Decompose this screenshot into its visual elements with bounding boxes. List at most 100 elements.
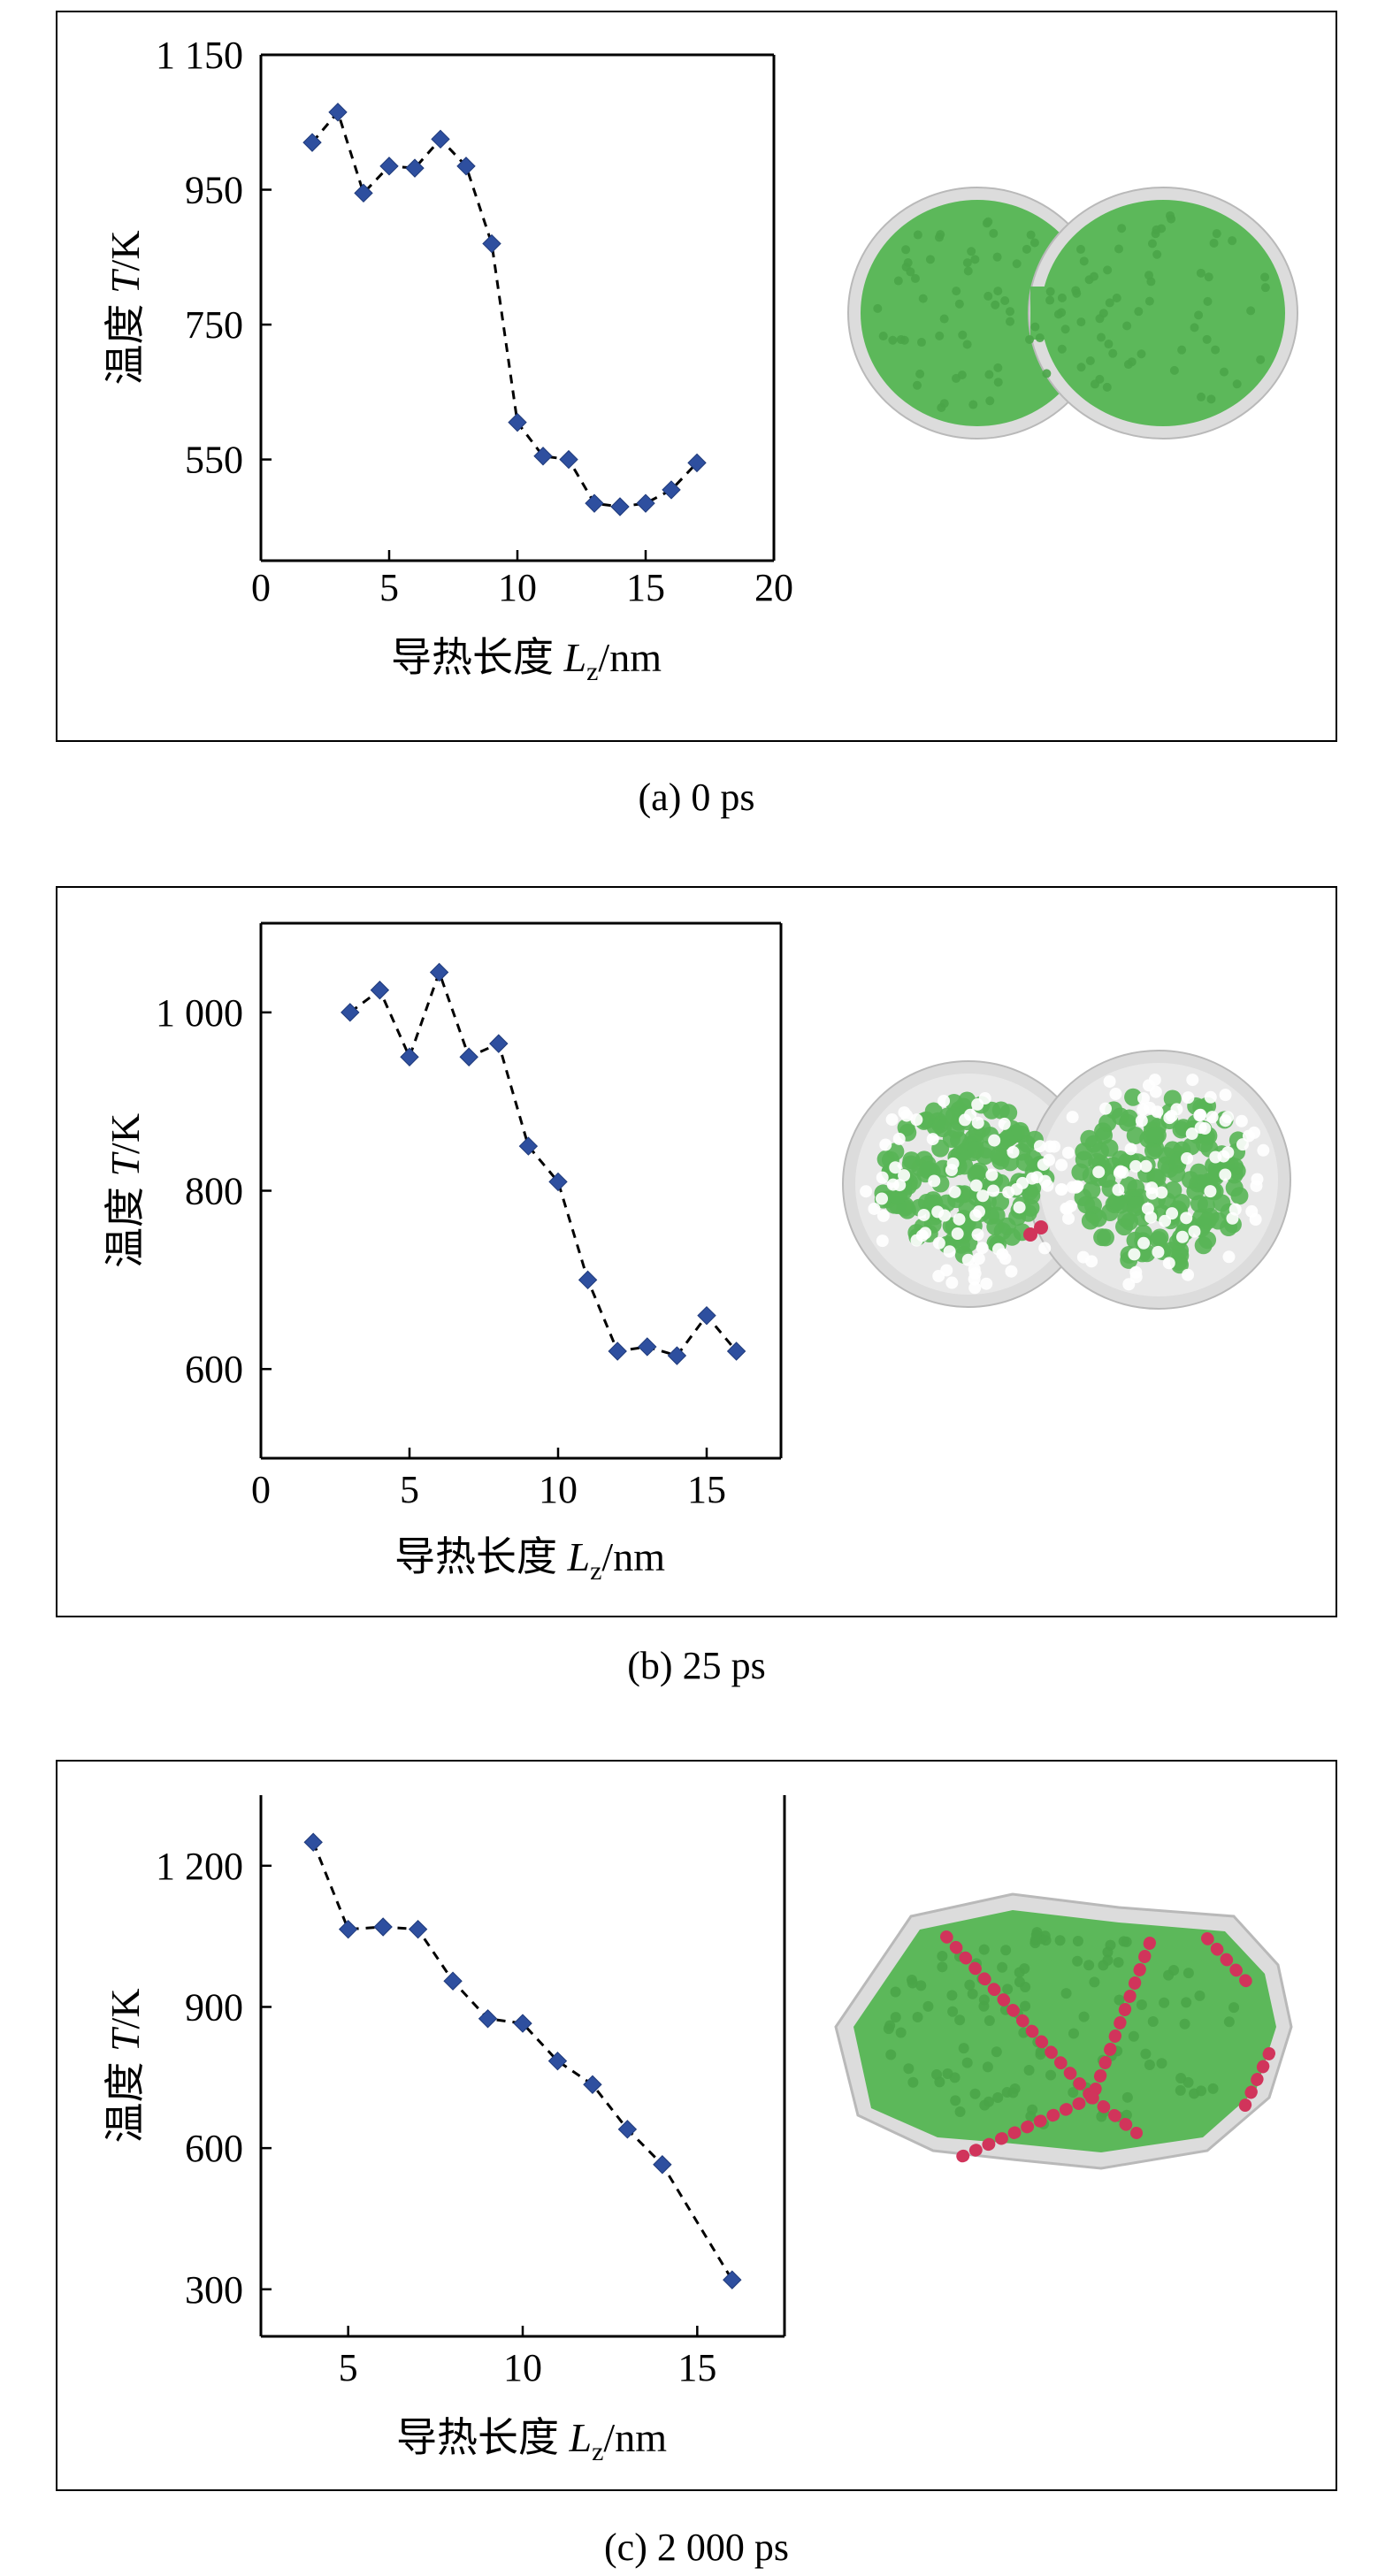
atom (1108, 1192, 1127, 1211)
atom (1181, 1997, 1192, 2008)
y-axis-label-var: T (103, 268, 148, 294)
atom (1013, 1201, 1026, 1214)
atom (1144, 1142, 1162, 1160)
x-axis-label-unit: /nm (601, 1534, 665, 1579)
atom (895, 2027, 907, 2038)
data-point (513, 2014, 532, 2033)
data-point (547, 2051, 568, 2071)
x-tick-label: 10 (503, 2346, 542, 2389)
atom (1124, 1088, 1143, 1106)
atom (1260, 272, 1270, 282)
chart-a: 0 5 10 15 20 550 750 950 1 150 导热长度 Lz/nm 温度 T/K (103, 34, 1298, 686)
atom (976, 1242, 989, 1255)
y-tick-label: 750 (185, 303, 243, 347)
atom (1194, 1990, 1205, 2001)
atom (1022, 1198, 1040, 1217)
atom (1093, 1228, 1112, 1247)
x-axis-label-text: 导热长度 (394, 1534, 568, 1579)
atom (968, 400, 978, 409)
atom (993, 378, 1003, 387)
atom (1219, 1089, 1232, 1102)
atom (1045, 295, 1055, 305)
grain-boundary (1086, 2091, 1143, 2139)
data-point (302, 133, 322, 152)
atom (1226, 1212, 1239, 1225)
data-point (429, 962, 449, 982)
atom (1159, 1214, 1172, 1227)
atom (1066, 1111, 1079, 1124)
atom (1047, 1140, 1060, 1153)
atom (1030, 322, 1040, 332)
atom (992, 2092, 1004, 2104)
data-point (478, 2009, 498, 2029)
x-axis-label-text: 导热长度 (396, 2415, 570, 2460)
atom (907, 2076, 919, 2088)
atom (1083, 1181, 1101, 1199)
x-axis-label-sub: z (586, 657, 598, 686)
atom (942, 1129, 961, 1148)
x-axis-label: 导热长度 Lz/nm (396, 2415, 667, 2466)
atom (962, 258, 972, 268)
x-tick-label: 10 (498, 566, 537, 609)
data-point (638, 1337, 657, 1357)
atom (964, 1979, 976, 1991)
atom (987, 1184, 1000, 1197)
series-line (310, 109, 699, 508)
atom (957, 371, 967, 380)
atom (1194, 1108, 1207, 1121)
atom (1112, 293, 1121, 302)
atom (876, 1171, 889, 1184)
grain-boundary (1201, 1932, 1258, 1993)
atom (1212, 229, 1221, 239)
atom (1072, 1935, 1083, 1946)
atom (912, 2012, 923, 2023)
y-tick-label: 1 000 (156, 991, 243, 1035)
atom (1127, 1196, 1145, 1214)
atom (935, 331, 945, 340)
atom (1235, 1114, 1248, 1127)
atom (1062, 1212, 1075, 1225)
atom (991, 2046, 1002, 2058)
atom (938, 1194, 956, 1212)
atom (1095, 314, 1105, 324)
atom (945, 1276, 959, 1289)
atom (1196, 2085, 1207, 2097)
atom (1197, 392, 1206, 401)
atom (1083, 1960, 1095, 1971)
atom (1084, 1135, 1103, 1153)
atom (993, 363, 1003, 372)
atom (1122, 1278, 1136, 1291)
atom (1137, 349, 1146, 359)
atom (964, 1108, 977, 1121)
atom (1000, 295, 1010, 305)
atom (937, 1951, 948, 1962)
atom (1060, 1988, 1072, 1999)
atom (1022, 244, 1031, 254)
atom (969, 1209, 983, 1222)
atom (1136, 1999, 1147, 2011)
atom (968, 1273, 981, 1286)
y-tick-label: 950 (185, 169, 243, 212)
series-line (311, 1841, 734, 2281)
atom (1169, 365, 1179, 375)
atom (1129, 1159, 1143, 1173)
atom (892, 1132, 906, 1145)
atom (885, 2049, 897, 2060)
atom (928, 1174, 941, 1188)
atom (1055, 1158, 1068, 1172)
atom (1057, 344, 1067, 354)
atom (1182, 1268, 1195, 1281)
atom (885, 1113, 899, 1127)
atom (1139, 1159, 1152, 1173)
data-point (405, 158, 425, 178)
atom (915, 369, 925, 378)
data-point (373, 1917, 393, 1937)
atom (918, 1161, 937, 1180)
atom (1228, 2002, 1240, 2014)
atom (1102, 1954, 1114, 1966)
atom (1207, 2083, 1219, 2094)
y-axis-label-unit: /K (103, 1113, 148, 1154)
atom (1248, 1126, 1261, 1139)
atom (1179, 2018, 1190, 2029)
atom (938, 1094, 951, 1107)
